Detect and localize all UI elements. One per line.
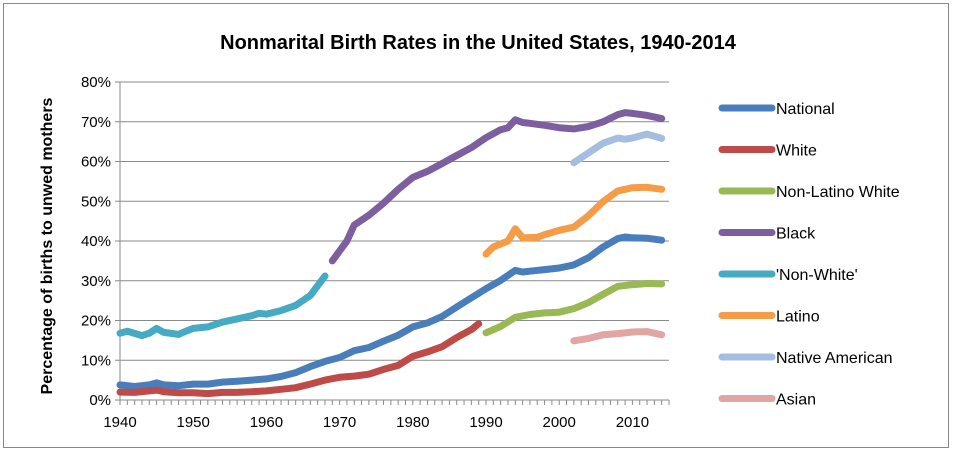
y-tick-label: 60% (81, 154, 111, 171)
legend-label-latino: Latino (776, 309, 820, 326)
x-tick-label: 1990 (469, 414, 502, 431)
axes: 0% 10% 20% 30% 40% 50% 60% 70% 80% 1940 1950 1960 19… (81, 74, 670, 431)
y-tick-label: 50% (81, 193, 111, 210)
chart-frame: Nonmarital Birth Rates in the United Sta… (3, 3, 949, 448)
x-tick-label: 1970 (323, 414, 356, 431)
x-tick-label: 2000 (543, 414, 576, 431)
legend-label-native-american: Native American (776, 350, 893, 367)
series-line-black (328, 109, 666, 265)
legend-label-asian: Asian (776, 392, 816, 409)
legend-label-white: White (776, 143, 817, 160)
legend-label-non-latino-white: Non-Latino White (776, 184, 900, 201)
series-line-non-white (116, 272, 329, 340)
legend-label-non-white: 'Non-White' (776, 267, 858, 284)
series-layer (116, 109, 666, 398)
y-tick-label: 0% (89, 392, 111, 409)
y-axis-label: Percentage of births to unwed mothers (39, 97, 56, 394)
line-chart: Nonmarital Birth Rates in the United Sta… (39, 32, 900, 431)
y-tick-label: 20% (81, 313, 111, 330)
series-line-native-american (570, 130, 666, 167)
x-tick-label: 2010 (616, 414, 649, 431)
chart-title: Nonmarital Birth Rates in the United Sta… (220, 32, 737, 54)
series-line-latino (482, 183, 666, 258)
legend-label-national: National (776, 101, 835, 118)
legend: National White Non-Latino White Black 'Non-W… (718, 101, 900, 409)
legend-label-black: Black (776, 226, 816, 243)
x-tick-label: 1980 (396, 414, 429, 431)
gridlines (120, 81, 669, 401)
y-tick-label: 40% (81, 233, 111, 250)
y-tick-label: 80% (81, 74, 111, 91)
y-tick-label: 70% (81, 114, 111, 131)
series-line-non-latino-white (482, 280, 666, 337)
series-line-national (116, 233, 666, 390)
y-tick-label: 30% (81, 273, 111, 290)
x-tick-label: 1950 (177, 414, 210, 431)
series-line-white (116, 320, 483, 398)
x-tick-label: 1940 (103, 414, 136, 431)
series-line-asian (570, 328, 666, 345)
y-tick-label: 10% (81, 352, 111, 369)
x-tick-label: 1960 (250, 414, 283, 431)
